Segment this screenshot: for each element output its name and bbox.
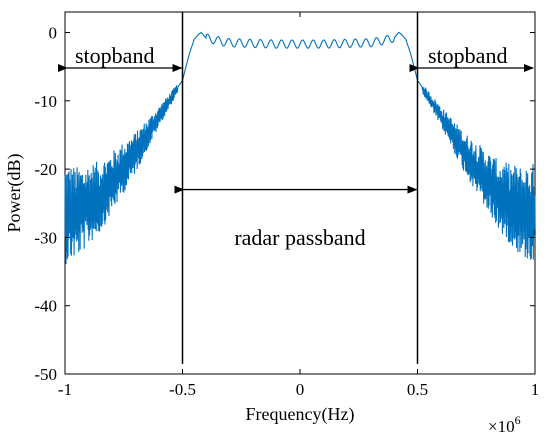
- y-ticks: 0 -10 -20 -30 -40 -50: [34, 23, 535, 384]
- stopband-left-label: stopband: [75, 43, 154, 68]
- y-tick-label: 0: [49, 23, 58, 42]
- x-tick-label: -1: [58, 380, 72, 399]
- y-tick-label: -30: [34, 228, 57, 247]
- power-spectrum-line: [64, 31, 536, 265]
- y-tick-label: -50: [34, 365, 57, 384]
- x-tick-label: 0.5: [407, 380, 428, 399]
- y-tick-label: -20: [34, 160, 57, 179]
- x-tick-label: 1: [531, 380, 540, 399]
- x-tick-label: -0.5: [169, 380, 196, 399]
- stopband-right-label: stopband: [428, 43, 507, 68]
- y-tick-label: -40: [34, 297, 57, 316]
- passband-label: radar passband: [234, 225, 365, 250]
- y-axis-label: Power(dB): [4, 154, 25, 233]
- x-tick-label: 0: [296, 380, 305, 399]
- x-axis-multiplier: ×106: [488, 413, 521, 436]
- y-tick-label: -10: [34, 92, 57, 111]
- x-ticks: -1 -0.5 0 0.5 1: [58, 12, 539, 399]
- x-axis-label: Frequency(Hz): [246, 404, 355, 425]
- series-layer: [64, 31, 536, 265]
